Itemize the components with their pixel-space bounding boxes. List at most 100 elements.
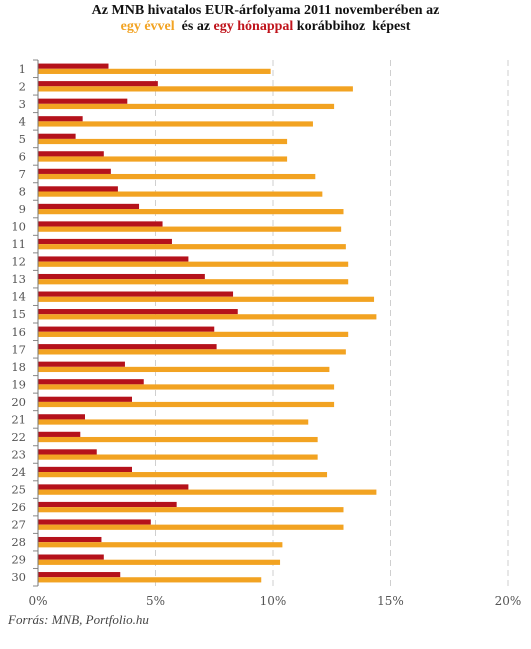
bar-year [38, 401, 335, 408]
y-tick-label: 9 [19, 202, 26, 216]
y-tick-label: 4 [19, 114, 26, 128]
bar-year [38, 331, 349, 337]
bar-month [38, 396, 132, 402]
y-tick-label: 16 [11, 325, 26, 339]
y-tick-label: 14 [11, 290, 26, 304]
bar-month [38, 501, 177, 508]
y-tick-label: 28 [11, 535, 26, 549]
title-line-1: Az MNB hivatalos EUR-árfolyama 2011 nove… [91, 3, 440, 18]
title-line-2: egy évvel és az egy hónappal korábbihoz … [0, 19, 531, 35]
bar-month [38, 291, 234, 297]
source-note: Forrás: MNB, Portfolio.hu [8, 612, 149, 627]
bar-year [38, 349, 346, 355]
y-tick-label: 13 [11, 272, 26, 286]
bar-month [38, 168, 111, 174]
bar-month [38, 309, 238, 315]
bar-year [38, 103, 335, 110]
bar-month [38, 63, 109, 69]
bar-year [38, 507, 344, 513]
y-tick-label: 27 [11, 518, 26, 532]
bar-month [38, 379, 144, 385]
y-tick-label: 20 [11, 395, 26, 409]
bar-year [38, 384, 335, 390]
bar-year [38, 156, 288, 162]
y-tick-label: 8 [19, 185, 26, 199]
y-tick-label: 25 [11, 483, 26, 497]
bar-year [38, 314, 377, 320]
x-tick-label: 5% [146, 594, 165, 608]
y-tick-label: 19 [11, 377, 26, 391]
y-tick-label: 2 [19, 79, 26, 93]
bar-year [38, 472, 328, 478]
y-tick-label: 29 [11, 553, 26, 567]
bar-month [38, 484, 189, 490]
title-and-text: és az [174, 19, 214, 34]
bar-year [38, 244, 346, 250]
bar-month [38, 519, 151, 525]
bar-year [38, 138, 288, 145]
bar-month [38, 431, 81, 437]
bar-year [38, 489, 377, 495]
bar-month [38, 81, 158, 87]
bar-year [38, 121, 313, 127]
title-month-text: egy hónappal [213, 19, 294, 34]
bar-month [38, 186, 118, 192]
bar-month [38, 221, 163, 227]
y-tick-label: 1 [19, 62, 26, 76]
y-tick-label: 12 [11, 255, 26, 269]
y-tick-label: 5 [19, 132, 26, 146]
bar-year [38, 296, 375, 302]
x-tick-label: 20% [495, 594, 522, 608]
bar-month [38, 238, 172, 245]
bar-month [38, 466, 132, 473]
x-tick-label: 0% [28, 594, 47, 608]
y-tick-label: 6 [19, 149, 26, 163]
y-tick-label: 15 [11, 307, 26, 321]
bar-year [38, 542, 283, 548]
y-tick-label: 30 [11, 570, 26, 584]
bar-month [38, 449, 97, 455]
y-tick-label: 26 [11, 500, 26, 514]
y-tick-label: 23 [11, 448, 26, 462]
bar-month [38, 344, 217, 350]
y-tick-label: 11 [11, 237, 26, 251]
bar-month [38, 554, 104, 560]
bar-year [38, 279, 349, 285]
bar-month [38, 98, 128, 104]
title-year-text: egy évvel [120, 19, 175, 34]
bar-year [38, 261, 349, 267]
bar-month [38, 151, 104, 157]
bar-year [38, 366, 330, 373]
bar-year [38, 226, 342, 232]
y-tick-label: 18 [11, 360, 26, 374]
x-tick-label: 10% [260, 594, 287, 608]
title-tail-text: korábbihoz képest [293, 19, 411, 34]
bar-year [38, 191, 323, 197]
bar-month [38, 361, 125, 367]
bar-year [38, 577, 262, 583]
y-tick-label: 10 [11, 220, 26, 234]
bar-month [38, 414, 85, 420]
bar-month [38, 256, 189, 262]
bar-month [38, 133, 76, 139]
y-tick-label: 22 [11, 430, 26, 444]
bar-year [38, 524, 344, 530]
bar-year [38, 436, 318, 443]
bar-year [38, 419, 309, 425]
bar-year [38, 86, 353, 92]
y-tick-label: 17 [11, 342, 26, 356]
chart-title: Az MNB hivatalos EUR-árfolyama 2011 nove… [0, 3, 531, 35]
bar-year [38, 173, 316, 180]
bar-month [38, 203, 140, 210]
bar-year [38, 559, 281, 565]
bar-month [38, 326, 215, 332]
y-tick-label: 24 [11, 465, 26, 479]
bar-month [38, 116, 83, 122]
x-tick-label: 15% [377, 594, 404, 608]
bar-month [38, 572, 121, 578]
y-tick-label: 21 [11, 412, 26, 426]
y-tick-label: 7 [19, 167, 26, 181]
y-tick-label: 3 [19, 97, 26, 111]
bar-year [38, 68, 271, 74]
